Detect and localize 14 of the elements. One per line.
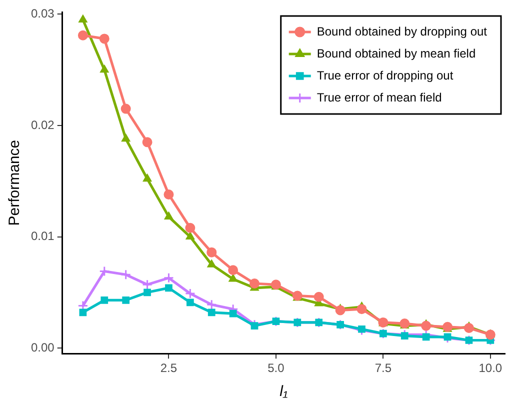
x-tick-label: 2.5: [160, 361, 178, 376]
x-axis-title: l₁: [280, 383, 288, 400]
y-axis-title: Performance: [6, 140, 24, 226]
legend-label: Bound obtained by mean field: [316, 46, 476, 60]
x-tick-label: 7.5: [374, 361, 392, 376]
y-tick-label: 0.00: [30, 340, 55, 354]
x-tick-label: 10.0: [478, 361, 502, 376]
legend-label: True error of dropping out: [316, 68, 454, 82]
y-tick-label: 0.02: [30, 118, 55, 132]
legend-label: True error of mean field: [316, 90, 442, 104]
y-tick-label: 0.03: [30, 6, 55, 21]
y-tick-label: 0.01: [30, 229, 55, 244]
x-tick-label: 5.0: [268, 361, 285, 376]
legend-label: Bound obtained by dropping out: [316, 24, 488, 38]
